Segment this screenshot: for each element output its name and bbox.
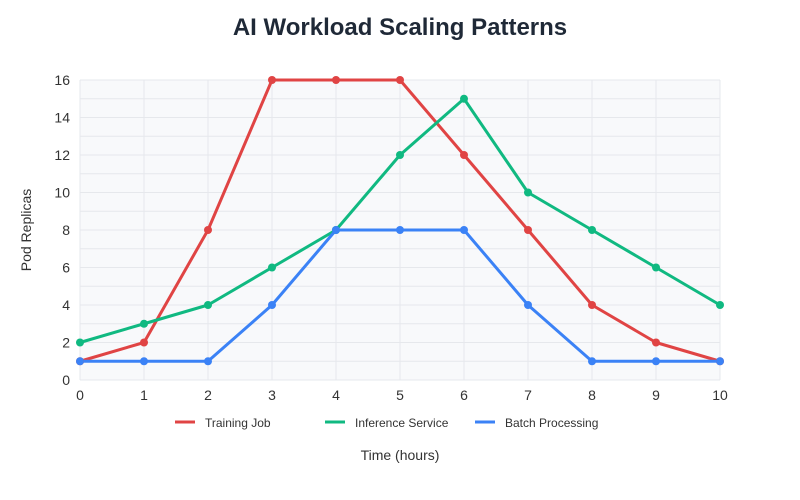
y-tick-label: 6 [62, 260, 70, 276]
legend-label: Inference Service [355, 416, 449, 430]
legend-label: Batch Processing [505, 416, 598, 430]
data-point [716, 301, 724, 309]
data-point [716, 357, 724, 366]
data-point [524, 188, 532, 197]
x-axis-ticks: 0 1 2 3 4 5 6 7 8 9 10 [76, 387, 728, 403]
data-point [268, 76, 276, 84]
data-point [140, 357, 148, 366]
data-point [460, 226, 468, 234]
data-point [588, 301, 596, 309]
x-tick-label: 9 [652, 387, 660, 403]
data-point [524, 226, 532, 234]
x-tick-label: 6 [460, 387, 468, 403]
legend-label: Training Job [205, 416, 271, 430]
data-point [652, 338, 660, 347]
x-axis-label: Time (hours) [361, 447, 440, 463]
data-point [76, 338, 84, 347]
data-point [396, 151, 404, 159]
chart-title: AI Workload Scaling Patterns [233, 14, 567, 41]
y-tick-label: 14 [54, 110, 70, 126]
x-tick-label: 10 [712, 387, 728, 403]
data-point [524, 301, 532, 309]
data-point [140, 338, 148, 347]
series-points [76, 76, 724, 366]
data-point [460, 94, 468, 103]
x-tick-label: 5 [396, 387, 404, 403]
data-point [460, 151, 468, 159]
data-point [396, 226, 404, 234]
y-axis-label: Pod Replicas [18, 189, 34, 272]
x-tick-label: 1 [140, 387, 148, 403]
data-point [268, 301, 276, 309]
data-point [332, 76, 340, 84]
x-tick-label: 7 [524, 387, 532, 403]
y-tick-label: 0 [62, 372, 70, 388]
data-point [204, 357, 212, 366]
data-point [396, 76, 404, 84]
y-axis-ticks: 0 2 4 6 8 10 12 14 16 [54, 72, 70, 388]
x-tick-label: 4 [332, 387, 340, 403]
data-point [332, 226, 340, 234]
x-tick-label: 2 [204, 387, 212, 403]
data-point [588, 357, 596, 366]
data-point [140, 319, 148, 328]
data-point [204, 301, 212, 309]
data-point [204, 226, 212, 234]
data-point [76, 357, 84, 366]
data-point [588, 226, 596, 234]
data-point [652, 263, 660, 272]
y-tick-label: 10 [54, 185, 70, 201]
x-tick-label: 0 [76, 387, 84, 403]
y-tick-label: 12 [54, 147, 70, 163]
legend: Training Job Inference Service Batch Proce… [175, 416, 598, 430]
y-tick-label: 16 [54, 72, 70, 88]
data-point [268, 263, 276, 272]
x-tick-label: 3 [268, 387, 276, 403]
x-tick-label: 8 [588, 387, 596, 403]
data-point [652, 357, 660, 366]
y-tick-label: 8 [62, 222, 70, 238]
y-tick-label: 4 [62, 297, 70, 313]
y-tick-label: 2 [62, 335, 70, 351]
